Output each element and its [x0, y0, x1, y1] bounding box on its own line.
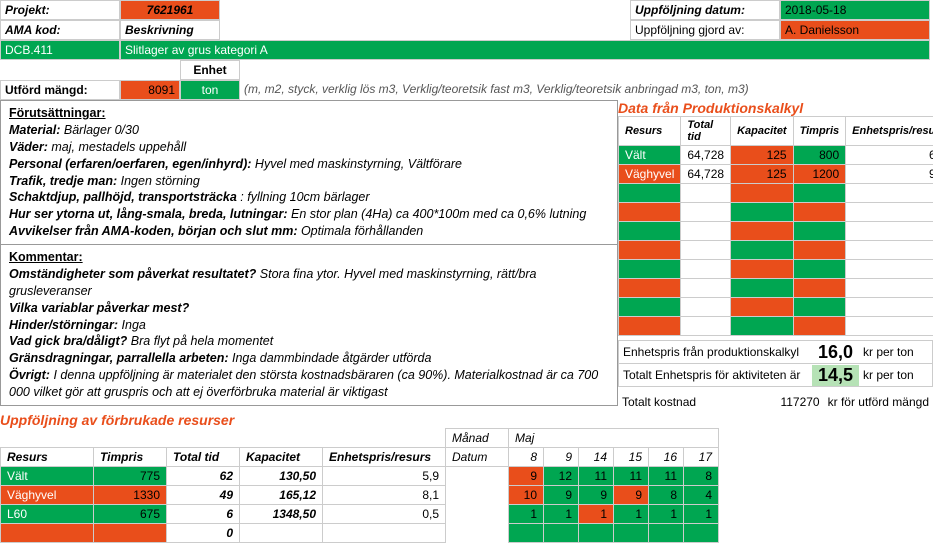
utford-unit: ton: [180, 80, 240, 100]
header-row-code: DCB.411 Slitlager av grus kategori A: [0, 40, 933, 60]
header-row-enhet: Enhet: [0, 60, 933, 80]
header-row-amakod: AMA kod: Beskrivning Uppföljning gjord a…: [0, 20, 933, 40]
uppf-datum-label: Uppföljning datum:: [630, 0, 780, 20]
projekt-value: 7621961: [120, 0, 220, 20]
uppfoljning-title: Uppföljning av förbrukade resurser: [0, 412, 933, 428]
forut-title: Förutsättningar:: [9, 105, 609, 122]
amakod-value: Beskrivning: [120, 20, 220, 40]
forutsattningar-box: Förutsättningar: Material: Bärlager 0/30…: [0, 100, 618, 245]
projekt-label: Projekt:: [0, 0, 120, 20]
enhet-label: Enhet: [180, 60, 240, 80]
uppfoljning-table: MånadMajResursTimprisTotal tidKapacitetE…: [0, 428, 719, 543]
code-desc: Slitlager av grus kategori A: [120, 40, 930, 60]
header-row-projekt: Projekt: 7621961 Uppföljning datum: 2018…: [0, 0, 933, 20]
uppf-gjord-value: A. Danielsson: [780, 20, 930, 40]
uppf-gjord-label: Uppföljning gjord av:: [630, 20, 780, 40]
kommentar-box: Kommentar: Omständigheter som påverkat r…: [0, 245, 618, 406]
prodkalkyl-title: Data från Produktionskalkyl: [618, 100, 933, 116]
header-row-utford: Utförd mängd: 8091 ton (m, m2, styck, ve…: [0, 80, 933, 100]
utford-value: 8091: [120, 80, 180, 100]
kommentar-title: Kommentar:: [9, 249, 609, 266]
uppf-datum-value: 2018-05-18: [780, 0, 930, 20]
summary-box: Enhetspris från produktionskalkyl 16,0 k…: [618, 340, 933, 387]
amakod-label: AMA kod:: [0, 20, 120, 40]
utford-label: Utförd mängd:: [0, 80, 120, 100]
total-kostnad-row: Totalt kostnad 117270 kr för utförd mäng…: [618, 393, 933, 411]
code-value: DCB.411: [0, 40, 120, 60]
prodkalkyl-table: ResursTotal tidKapacitetTimprisEnhetspri…: [618, 116, 933, 336]
units-note: (m, m2, styck, verklig lös m3, Verklig/t…: [240, 80, 930, 100]
